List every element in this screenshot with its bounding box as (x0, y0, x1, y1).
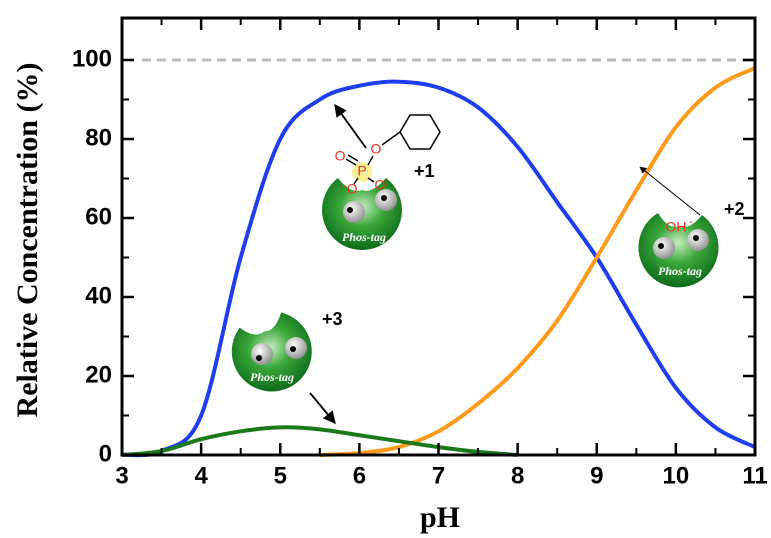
icon-plus1: Phos-tag +1 P O O O O - - (322, 114, 441, 250)
y-axis-label: Relative Concentration (%) (11, 63, 44, 418)
icon-label: Phos-tag (250, 370, 294, 384)
y-tick-label: 40 (85, 282, 112, 309)
annotation: +2 (724, 199, 745, 219)
atom: O (335, 148, 346, 164)
x-axis-label: pH (420, 501, 460, 534)
x-tick-label: 11 (742, 462, 767, 489)
arrow (334, 103, 367, 149)
series-line (319, 66, 756, 457)
charge: - (689, 216, 693, 228)
atom: O (371, 141, 382, 157)
icon-label: Phos-tag (658, 264, 702, 278)
annotation: +3 (322, 309, 343, 329)
x-tick-label: 7 (432, 462, 445, 489)
atom: O (375, 177, 386, 193)
series-line (121, 79, 756, 458)
x-tick-label: 10 (663, 462, 690, 489)
x-tick-label: 4 (194, 462, 208, 489)
icon-plus3: Phos-tag +3 (231, 309, 343, 392)
x-tick-label: 6 (353, 462, 366, 489)
y-tick-label: 0 (99, 440, 112, 467)
arrow (309, 392, 336, 424)
annotation: +1 (414, 161, 435, 181)
x-tick-label: 3 (115, 462, 128, 489)
y-tick-label: 100 (72, 45, 112, 72)
x-tick-label: 5 (274, 462, 287, 489)
y-tick-label: 80 (85, 124, 112, 151)
x-tick-label: 9 (590, 462, 603, 489)
charge: - (385, 175, 389, 187)
y-tick-label: 60 (85, 203, 112, 230)
y-tick-label: 20 (85, 361, 112, 388)
plot-area: 0 20 40 60 80 100 3 4 5 6 7 8 9 10 11 (72, 16, 768, 489)
icon-label: Phos-tag (342, 230, 386, 244)
atom: O (347, 181, 358, 197)
hydroxide: OH (666, 219, 687, 235)
series-line (121, 425, 518, 457)
charge: - (343, 180, 347, 192)
x-tick-label: 8 (511, 462, 524, 489)
atom: P (357, 163, 366, 179)
icon-plus2: Phos-tag OH - +2 (638, 199, 745, 288)
arrow (639, 166, 701, 216)
